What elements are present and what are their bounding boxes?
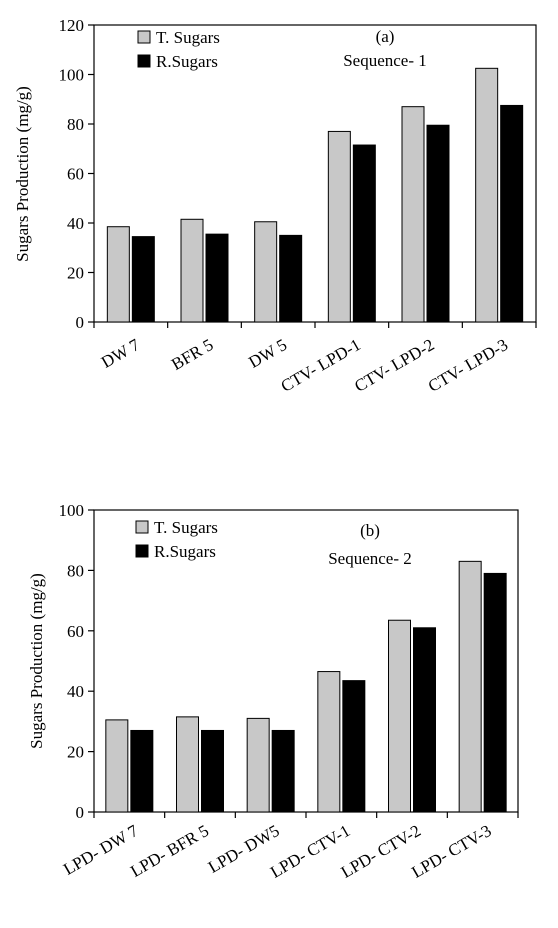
legend-swatch-t-sugars-b	[135, 520, 149, 534]
legend-label-r-sugars-b: R.Sugars	[154, 542, 216, 561]
bar-b-r-sugars-lpd-ctv-2	[413, 627, 436, 813]
chart-a: Sugars Production (mg/g) (a) Sequence- 1…	[13, 16, 537, 396]
legend-swatch-r-sugars-b	[135, 544, 149, 558]
bar-b-t-sugars-lpd-bfr-5	[176, 716, 199, 813]
y-tick-label-b-60: 60	[67, 622, 84, 641]
bars-a	[106, 67, 524, 323]
bar-a-r-sugars-ctv-lpd-3	[500, 104, 524, 323]
bar-b-t-sugars-lpd-dw5	[246, 717, 270, 813]
chart-title-b: (b)	[360, 521, 380, 540]
bar-a-t-sugars-bfr-5	[180, 218, 204, 323]
plot-frame-b	[93, 509, 519, 813]
legend-label-t-sugars-b: T. Sugars	[154, 518, 218, 537]
y-tick-label-b-100: 100	[59, 501, 85, 520]
y-tick-label-a-0: 0	[76, 313, 85, 332]
legend-swatch-t-sugars-a	[137, 30, 151, 44]
bar-b-r-sugars-lpd-dw5	[271, 729, 295, 813]
bar-a-r-sugars-dw-7	[131, 236, 155, 323]
legend-swatch-r-sugars-a	[137, 54, 151, 68]
y-tick-label-a-100: 100	[59, 66, 85, 85]
bar-a-r-sugars-bfr-5	[205, 233, 229, 323]
y-tick-label-b-40: 40	[67, 682, 84, 701]
bar-b-r-sugars-lpd-dw-7	[130, 729, 154, 813]
bars-b	[105, 560, 507, 813]
chart-subtitle-a: Sequence- 1	[343, 51, 427, 70]
legend-a: T. Sugars R.Sugars	[137, 28, 220, 71]
bar-a-t-sugars-ctv-lpd-1	[327, 130, 351, 323]
y-ticks-a: 0 20 40 60 80 100 120	[59, 16, 537, 332]
y-axis-label-b: Sugars Production (mg/g)	[27, 573, 46, 749]
y-ticks-b: 0 20 40 60 80 100	[59, 501, 519, 822]
bar-b-t-sugars-lpd-ctv-1	[317, 671, 341, 813]
bar-b-t-sugars-lpd-ctv-2	[388, 619, 411, 813]
y-tick-label-b-0: 0	[76, 803, 85, 822]
bar-b-t-sugars-lpd-ctv-3	[458, 560, 482, 813]
legend-label-r-sugars-a: R.Sugars	[156, 52, 218, 71]
bar-b-r-sugars-lpd-ctv-1	[342, 680, 366, 813]
bar-a-r-sugars-ctv-lpd-1	[352, 144, 376, 323]
bar-b-t-sugars-lpd-dw-7	[105, 719, 129, 813]
y-tick-label-a-60: 60	[67, 165, 84, 184]
bar-b-r-sugars-lpd-bfr-5	[201, 729, 224, 813]
bar-a-t-sugars-ctv-lpd-3	[475, 67, 499, 323]
y-tick-label-a-20: 20	[67, 264, 84, 283]
y-tick-label-b-20: 20	[67, 743, 84, 762]
legend-label-t-sugars-a: T. Sugars	[156, 28, 220, 47]
y-axis-label-a: Sugars Production (mg/g)	[13, 86, 32, 262]
bar-a-t-sugars-dw-7	[106, 226, 130, 323]
bar-a-r-sugars-dw-5	[279, 234, 303, 323]
plot-frame-a	[93, 24, 537, 323]
chart-title-a: (a)	[376, 27, 395, 46]
legend-b: T. Sugars R.Sugars	[135, 518, 218, 561]
bar-a-r-sugars-ctv-lpd-2	[426, 124, 450, 323]
y-tick-label-a-120: 120	[59, 16, 85, 35]
bar-a-t-sugars-dw-5	[254, 221, 278, 323]
chart-subtitle-b: Sequence- 2	[328, 549, 412, 568]
y-tick-label-a-80: 80	[67, 115, 84, 134]
bar-a-t-sugars-ctv-lpd-2	[401, 106, 425, 323]
bar-b-r-sugars-lpd-ctv-3	[483, 572, 507, 813]
y-tick-label-b-80: 80	[67, 561, 84, 580]
y-tick-label-a-40: 40	[67, 214, 84, 233]
